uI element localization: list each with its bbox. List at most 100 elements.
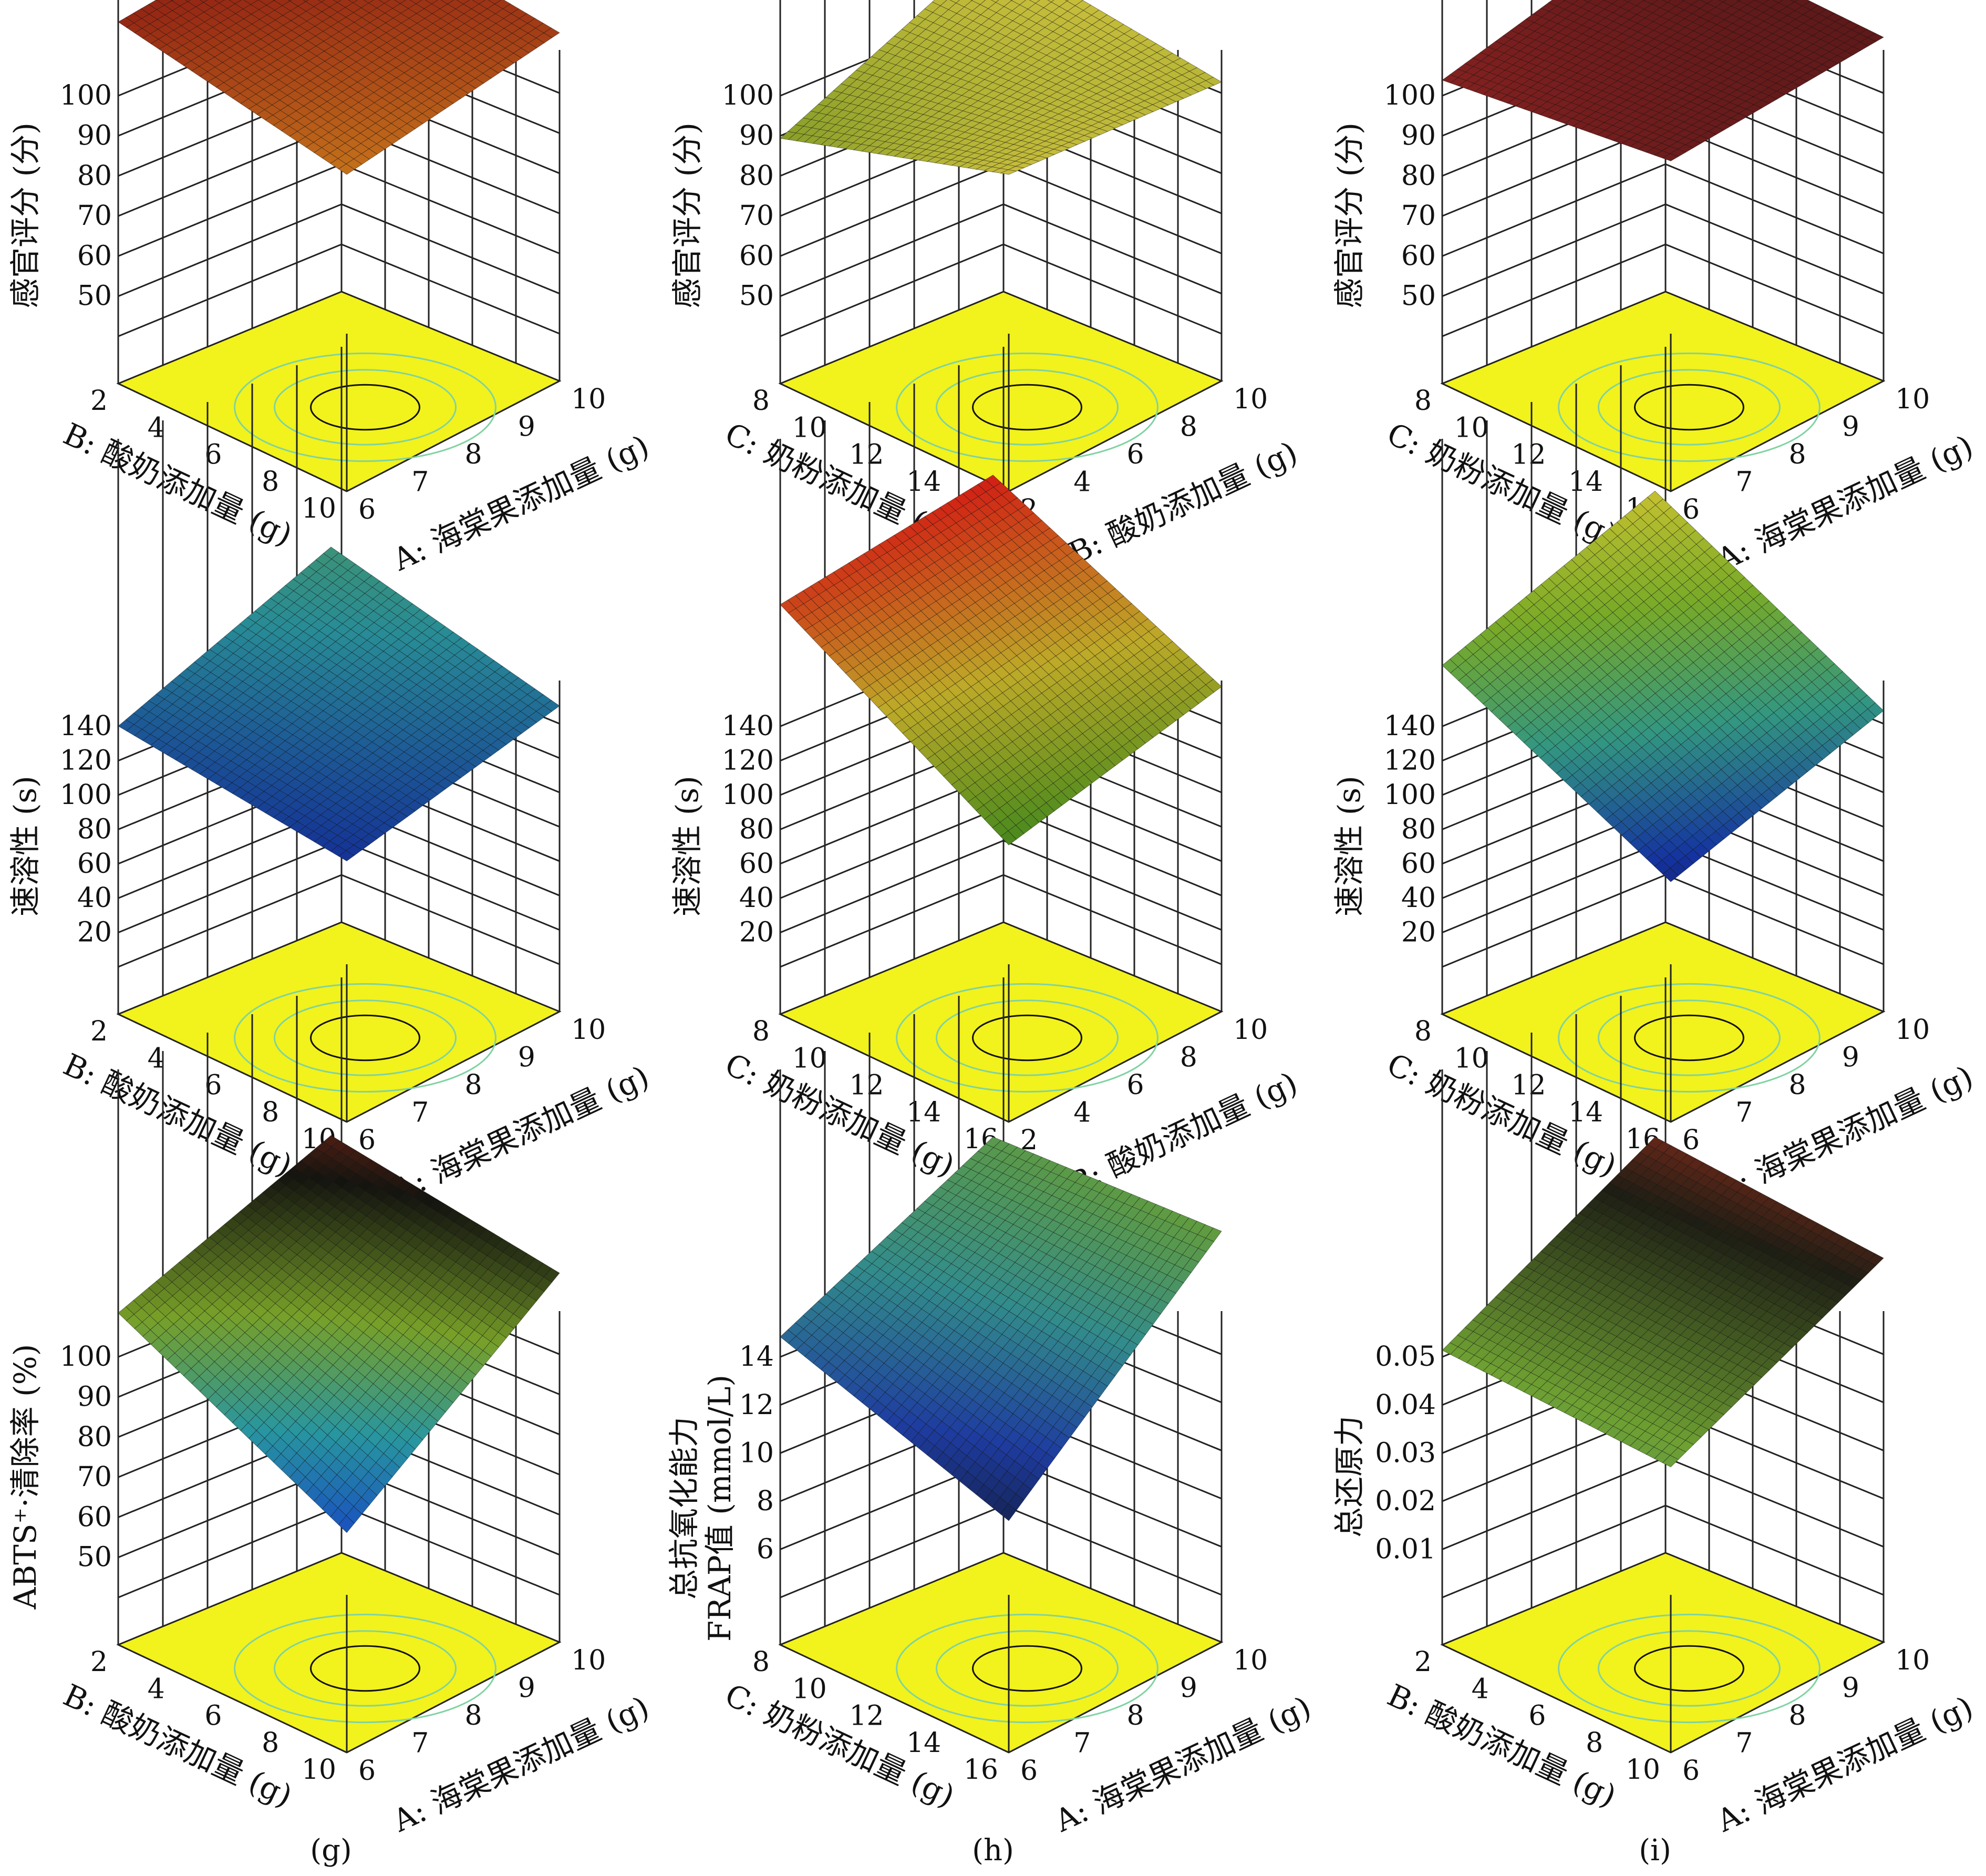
contour-line xyxy=(1598,369,1781,446)
z-tick-label: 120 xyxy=(722,745,774,777)
z-tick-label: 140 xyxy=(60,710,112,742)
surface-cell xyxy=(338,163,355,175)
base-plane xyxy=(1440,291,1886,492)
surface-cell xyxy=(333,0,342,3)
contour-base xyxy=(1440,921,1886,1123)
surface-cell xyxy=(363,0,375,4)
base-plane xyxy=(778,291,1224,492)
y-tick-label: 14 xyxy=(906,1097,941,1128)
surface-cell xyxy=(1718,0,1727,3)
x-tick-label: 8 xyxy=(465,1069,482,1101)
contour-base xyxy=(1440,291,1886,492)
grid-line xyxy=(341,243,560,335)
z-tick-label: 120 xyxy=(60,745,112,777)
y-tick-label: 10 xyxy=(792,1043,827,1074)
grid-line xyxy=(1003,840,1222,931)
x-tick-label: 4 xyxy=(1073,467,1091,498)
y-tick-label: 4 xyxy=(148,412,165,444)
grid-line xyxy=(1442,243,1666,337)
x-tick-label: 4 xyxy=(1073,1097,1091,1129)
grid-line xyxy=(1003,243,1222,335)
x-tick-label: 8 xyxy=(465,439,482,470)
contour-line xyxy=(1634,384,1744,431)
z-tick-label: 100 xyxy=(60,779,112,811)
response-surface xyxy=(1442,490,1884,882)
x-tick-label: 10 xyxy=(1233,384,1268,415)
contour-line xyxy=(234,352,496,462)
grid-line xyxy=(1442,840,1666,933)
y-tick-label: 8 xyxy=(262,466,279,498)
surface-cell xyxy=(1582,0,1592,3)
z-axis-title: 速溶性 (s) xyxy=(7,776,43,916)
contour-base xyxy=(778,921,1224,1123)
z-tick-label: 50 xyxy=(1401,281,1436,312)
grid-line xyxy=(118,203,342,297)
z-tick-label: 80 xyxy=(739,160,774,192)
z-tick-label: 100 xyxy=(722,779,774,811)
z-tick-label: 60 xyxy=(1401,240,1436,272)
x-tick-label: 8 xyxy=(1789,439,1806,470)
response-surface xyxy=(118,0,560,175)
z-tick-label: 80 xyxy=(1401,160,1436,192)
y-tick-label: 10 xyxy=(1454,412,1489,444)
grid-line xyxy=(341,163,560,254)
grid-line xyxy=(1003,163,1222,254)
base-plane xyxy=(778,921,1224,1123)
y-tick-label: 8 xyxy=(752,1016,770,1047)
contour-base xyxy=(778,291,1224,492)
y-tick-label: 12 xyxy=(849,439,884,471)
grid-line xyxy=(780,243,1004,337)
z-tick-label: 60 xyxy=(739,240,774,272)
z-tick-label: 90 xyxy=(77,120,112,152)
z-tick-label: 60 xyxy=(77,240,112,272)
surface-cell xyxy=(199,0,208,3)
z-axis-title: 感官评分 (分) xyxy=(1331,122,1367,308)
y-tick-label: 12 xyxy=(849,1070,884,1101)
z-tick-label: 70 xyxy=(1401,200,1436,232)
z-tick-label: 60 xyxy=(739,848,774,880)
z-tick-label: 40 xyxy=(77,882,112,914)
grid-line xyxy=(1665,203,1884,295)
x-tick-label: 10 xyxy=(1895,384,1930,415)
contour-line xyxy=(274,369,457,446)
x-tick-label: 7 xyxy=(1735,467,1753,498)
z-axis-title: 速溶性 (s) xyxy=(669,776,705,916)
z-tick-label: 90 xyxy=(1401,120,1436,152)
x-tick-label: 10 xyxy=(571,384,606,415)
z-tick-label: 80 xyxy=(739,813,774,845)
z-axis-title: 感官评分 (分) xyxy=(669,122,705,308)
x-tick-label: 6 xyxy=(358,494,376,525)
grid-line xyxy=(341,203,560,295)
contour-line xyxy=(1558,352,1820,462)
y-tick-label: 8 xyxy=(1414,385,1432,417)
x-tick-label: 6 xyxy=(1127,1069,1144,1101)
y-tick-label: 10 xyxy=(302,493,336,524)
surface-cell xyxy=(1000,169,1017,175)
x-tick-label: 6 xyxy=(358,1125,376,1156)
z-tick-label: 20 xyxy=(739,917,774,949)
grid-line xyxy=(1003,203,1222,295)
grid-line xyxy=(780,203,1004,297)
x-axis-title: B: 酸奶添加量 (g) xyxy=(1063,434,1303,571)
contour-line xyxy=(310,384,420,431)
z-axis-title: 感官评分 (分) xyxy=(7,122,43,308)
surface-cell xyxy=(317,0,325,3)
grid-line xyxy=(118,163,342,257)
z-tick-label: 80 xyxy=(77,160,112,192)
surface-cell xyxy=(348,0,358,3)
z-tick-label: 50 xyxy=(739,281,774,312)
x-tick-label: 8 xyxy=(1180,411,1197,443)
grid-line xyxy=(341,840,560,931)
grid-line xyxy=(1665,163,1884,254)
y-tick-label: 8 xyxy=(262,1097,279,1128)
z-tick-label: 70 xyxy=(77,200,112,232)
x-tick-label: 8 xyxy=(1180,1042,1197,1074)
z-tick-label: 90 xyxy=(739,120,774,152)
y-tick-label: 12 xyxy=(1511,439,1546,471)
response-surface xyxy=(780,0,1222,175)
